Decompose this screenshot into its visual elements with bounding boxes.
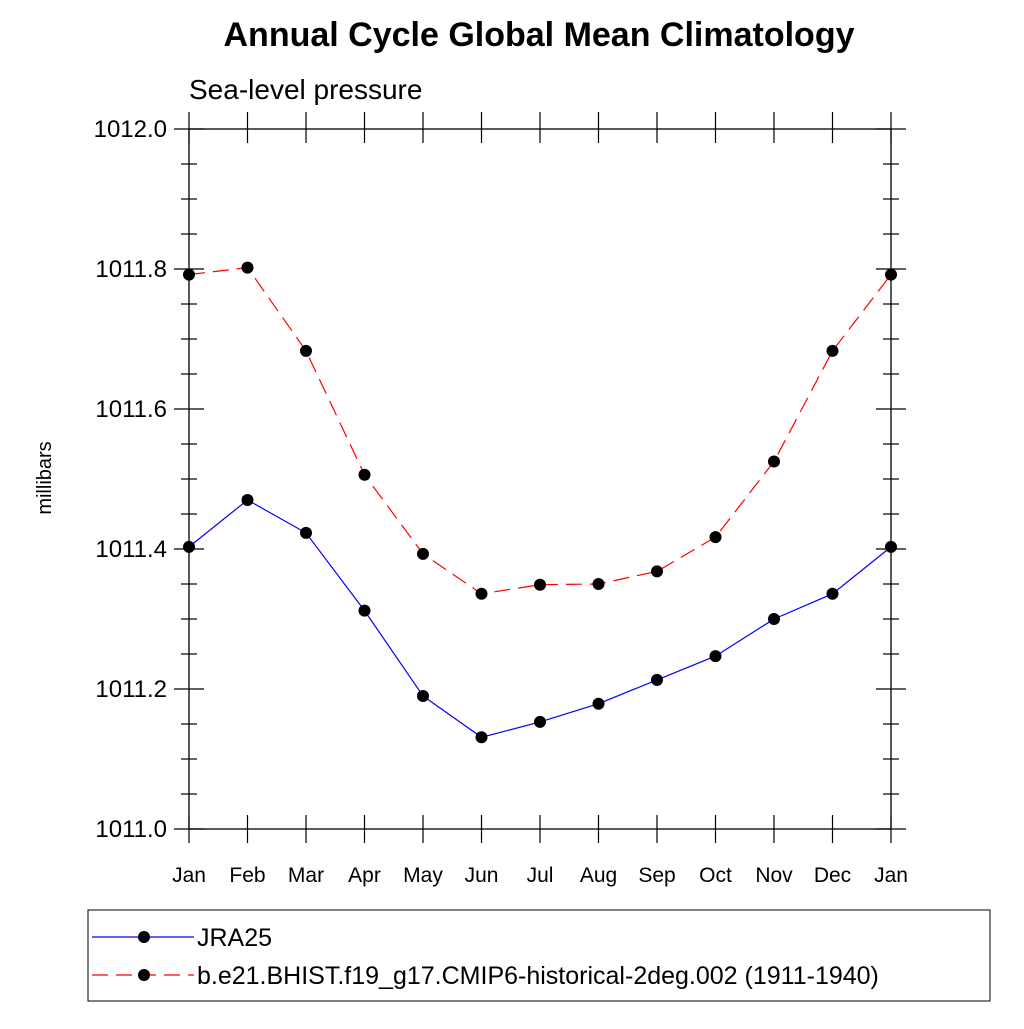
y-tick-label: 1011.0 [95, 816, 167, 843]
x-tick-label: Mar [288, 864, 324, 887]
series-point [300, 344, 312, 357]
x-tick-labels: Jan Feb Mar Apr May Jun Jul Aug Sep Oct Nov Dec Jan [172, 864, 908, 887]
y-tick-label: 1012.0 [94, 116, 167, 143]
series-line [188, 266, 892, 595]
series-point [475, 587, 488, 600]
series-point [300, 526, 312, 539]
x-tick-label: Jun [465, 864, 499, 887]
y-tick-label: 1011.6 [95, 396, 167, 423]
x-tick-label: Jan [172, 864, 206, 887]
x-tick-label: May [403, 864, 443, 887]
series-point [709, 531, 722, 544]
series-point [651, 565, 663, 578]
legend: JRA25 b.e21.BHIST.f19_g17.CMIP6-historica… [92, 924, 879, 990]
x-tick-label: Jan [874, 864, 908, 887]
series-point [475, 731, 488, 744]
series-layer [183, 261, 897, 744]
x-tick-label: Sep [638, 864, 675, 887]
series-point [709, 650, 722, 663]
legend-label: JRA25 [197, 924, 272, 952]
y-tick-label: 1011.2 [95, 676, 167, 703]
y-axis-label: millibars [34, 441, 56, 514]
chart-title: Annual Cycle Global Mean Climatology [224, 16, 855, 54]
major-ticks [174, 112, 906, 843]
series-point [534, 578, 546, 591]
y-tick-labels: 1011.0 1011.2 1011.4 1011.6 1011.8 1012.0 [94, 116, 167, 843]
series-point [358, 604, 371, 617]
series-point [885, 268, 897, 281]
series-point [826, 344, 839, 357]
y-tick-label: 1011.8 [95, 256, 167, 283]
x-tick-label: Aug [580, 864, 617, 887]
series-point [358, 468, 371, 481]
legend-marker [138, 969, 150, 981]
series-point [183, 268, 195, 281]
series-point [592, 578, 605, 590]
minor-ticks [181, 163, 899, 795]
x-tick-label: Jul [527, 864, 554, 887]
x-tick-label: Dec [814, 864, 851, 887]
series-point [885, 540, 897, 553]
series-point [768, 455, 780, 468]
x-tick-label: Apr [348, 864, 381, 887]
chart-subtitle: Sea-level pressure [189, 74, 422, 105]
series-point [826, 587, 839, 600]
legend-marker [138, 931, 150, 943]
series-point [768, 613, 780, 625]
series-point [417, 547, 429, 560]
x-tick-label: Oct [699, 864, 732, 887]
series-point [651, 673, 663, 686]
legend-box [87, 909, 991, 1002]
series-point [183, 540, 195, 553]
series-line [188, 499, 892, 738]
y-tick-label: 1011.4 [95, 536, 167, 563]
x-tick-label: Feb [229, 864, 265, 887]
series-point [592, 697, 605, 710]
series-point [534, 715, 546, 728]
legend-label: b.e21.BHIST.f19_g17.CMIP6-historical-2de… [197, 962, 879, 990]
series-point [417, 690, 429, 702]
series-point [241, 494, 254, 506]
x-tick-label: Nov [755, 864, 793, 887]
series-point [241, 261, 254, 274]
